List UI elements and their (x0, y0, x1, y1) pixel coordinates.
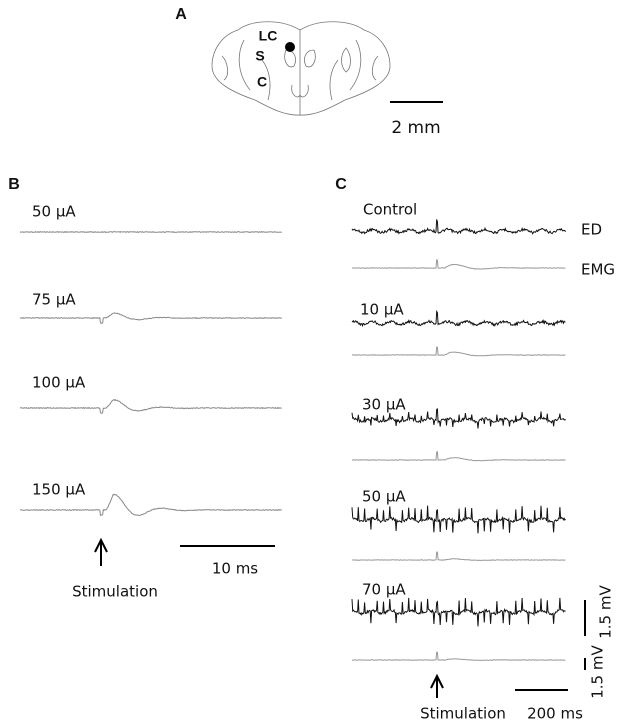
brainstem-section (211, 21, 391, 116)
trace (351, 258, 566, 270)
trace (19, 312, 282, 324)
scale-bar-label: 2 mm (391, 118, 440, 138)
trace-label: 50 μA (362, 488, 406, 506)
voltage-scale-label: 1.5 mV (589, 645, 607, 699)
trace-label: Control (363, 201, 417, 219)
trace-label: 70 μA (362, 581, 406, 599)
trace-label: 50 μA (32, 203, 76, 221)
stimulus-label: Stimulation (420, 705, 506, 723)
region-label: LC (259, 28, 278, 44)
panel-c-traces: Control 10 μA 30 μA 50 μA 70 μA (351, 201, 566, 662)
trace (351, 651, 566, 662)
trace (351, 451, 566, 462)
trace (19, 493, 283, 517)
trace-label: 100 μA (32, 374, 86, 392)
scale-bar-label: 10 ms (212, 560, 258, 578)
trace (352, 346, 566, 357)
channel-label: EMG (581, 261, 615, 279)
stimulus-label: Stimulation (72, 583, 158, 601)
trace (19, 398, 282, 414)
panel-label: A (175, 6, 187, 23)
trace (351, 505, 566, 534)
scale-bar-label: 200 ms (527, 705, 583, 723)
panel-label: C (335, 176, 347, 193)
panel-b-traces: 50 μA 75 μA 100 μA 150 μA (19, 203, 283, 517)
trace (351, 219, 566, 235)
region-label: S (255, 48, 264, 64)
trace-label: 150 μA (32, 481, 86, 499)
trace (19, 230, 282, 234)
trace-label: 10 μA (360, 301, 404, 319)
voltage-scale-label: 1.5 mV (597, 585, 615, 639)
lc-marker (285, 42, 295, 52)
trace (351, 309, 566, 328)
trace (351, 551, 566, 562)
stimulus-arrow (430, 673, 444, 698)
panel-label: B (8, 176, 20, 193)
stimulus-arrow (94, 537, 108, 566)
channel-label: ED (581, 221, 602, 239)
trace (351, 408, 566, 429)
trace-label: 75 μA (32, 291, 76, 309)
trace-label: 30 μA (362, 396, 406, 414)
region-label: C (257, 74, 267, 90)
trace (351, 597, 566, 627)
